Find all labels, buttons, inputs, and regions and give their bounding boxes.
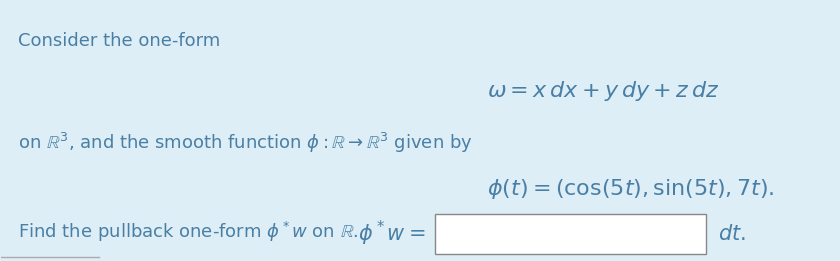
Text: on $\mathbb{R}^3$, and the smooth function $\phi : \mathbb{R} \to \mathbb{R}^3$ : on $\mathbb{R}^3$, and the smooth functi…: [18, 130, 472, 155]
Text: $\omega = x\,dx + y\,dy + z\,dz$: $\omega = x\,dx + y\,dy + z\,dz$: [487, 79, 720, 103]
Text: $\phi(t) = (\cos(5t), \sin(5t), 7t).$: $\phi(t) = (\cos(5t), \sin(5t), 7t).$: [487, 177, 775, 201]
Text: $\phi^* w = $: $\phi^* w = $: [358, 219, 425, 248]
Text: Consider the one-form: Consider the one-form: [18, 32, 220, 50]
Text: Find the pullback one-form $\phi^*w$ on $\mathbb{R}$.: Find the pullback one-form $\phi^*w$ on …: [18, 220, 358, 244]
FancyBboxPatch shape: [435, 215, 706, 254]
Text: $dt.$: $dt.$: [718, 224, 746, 244]
